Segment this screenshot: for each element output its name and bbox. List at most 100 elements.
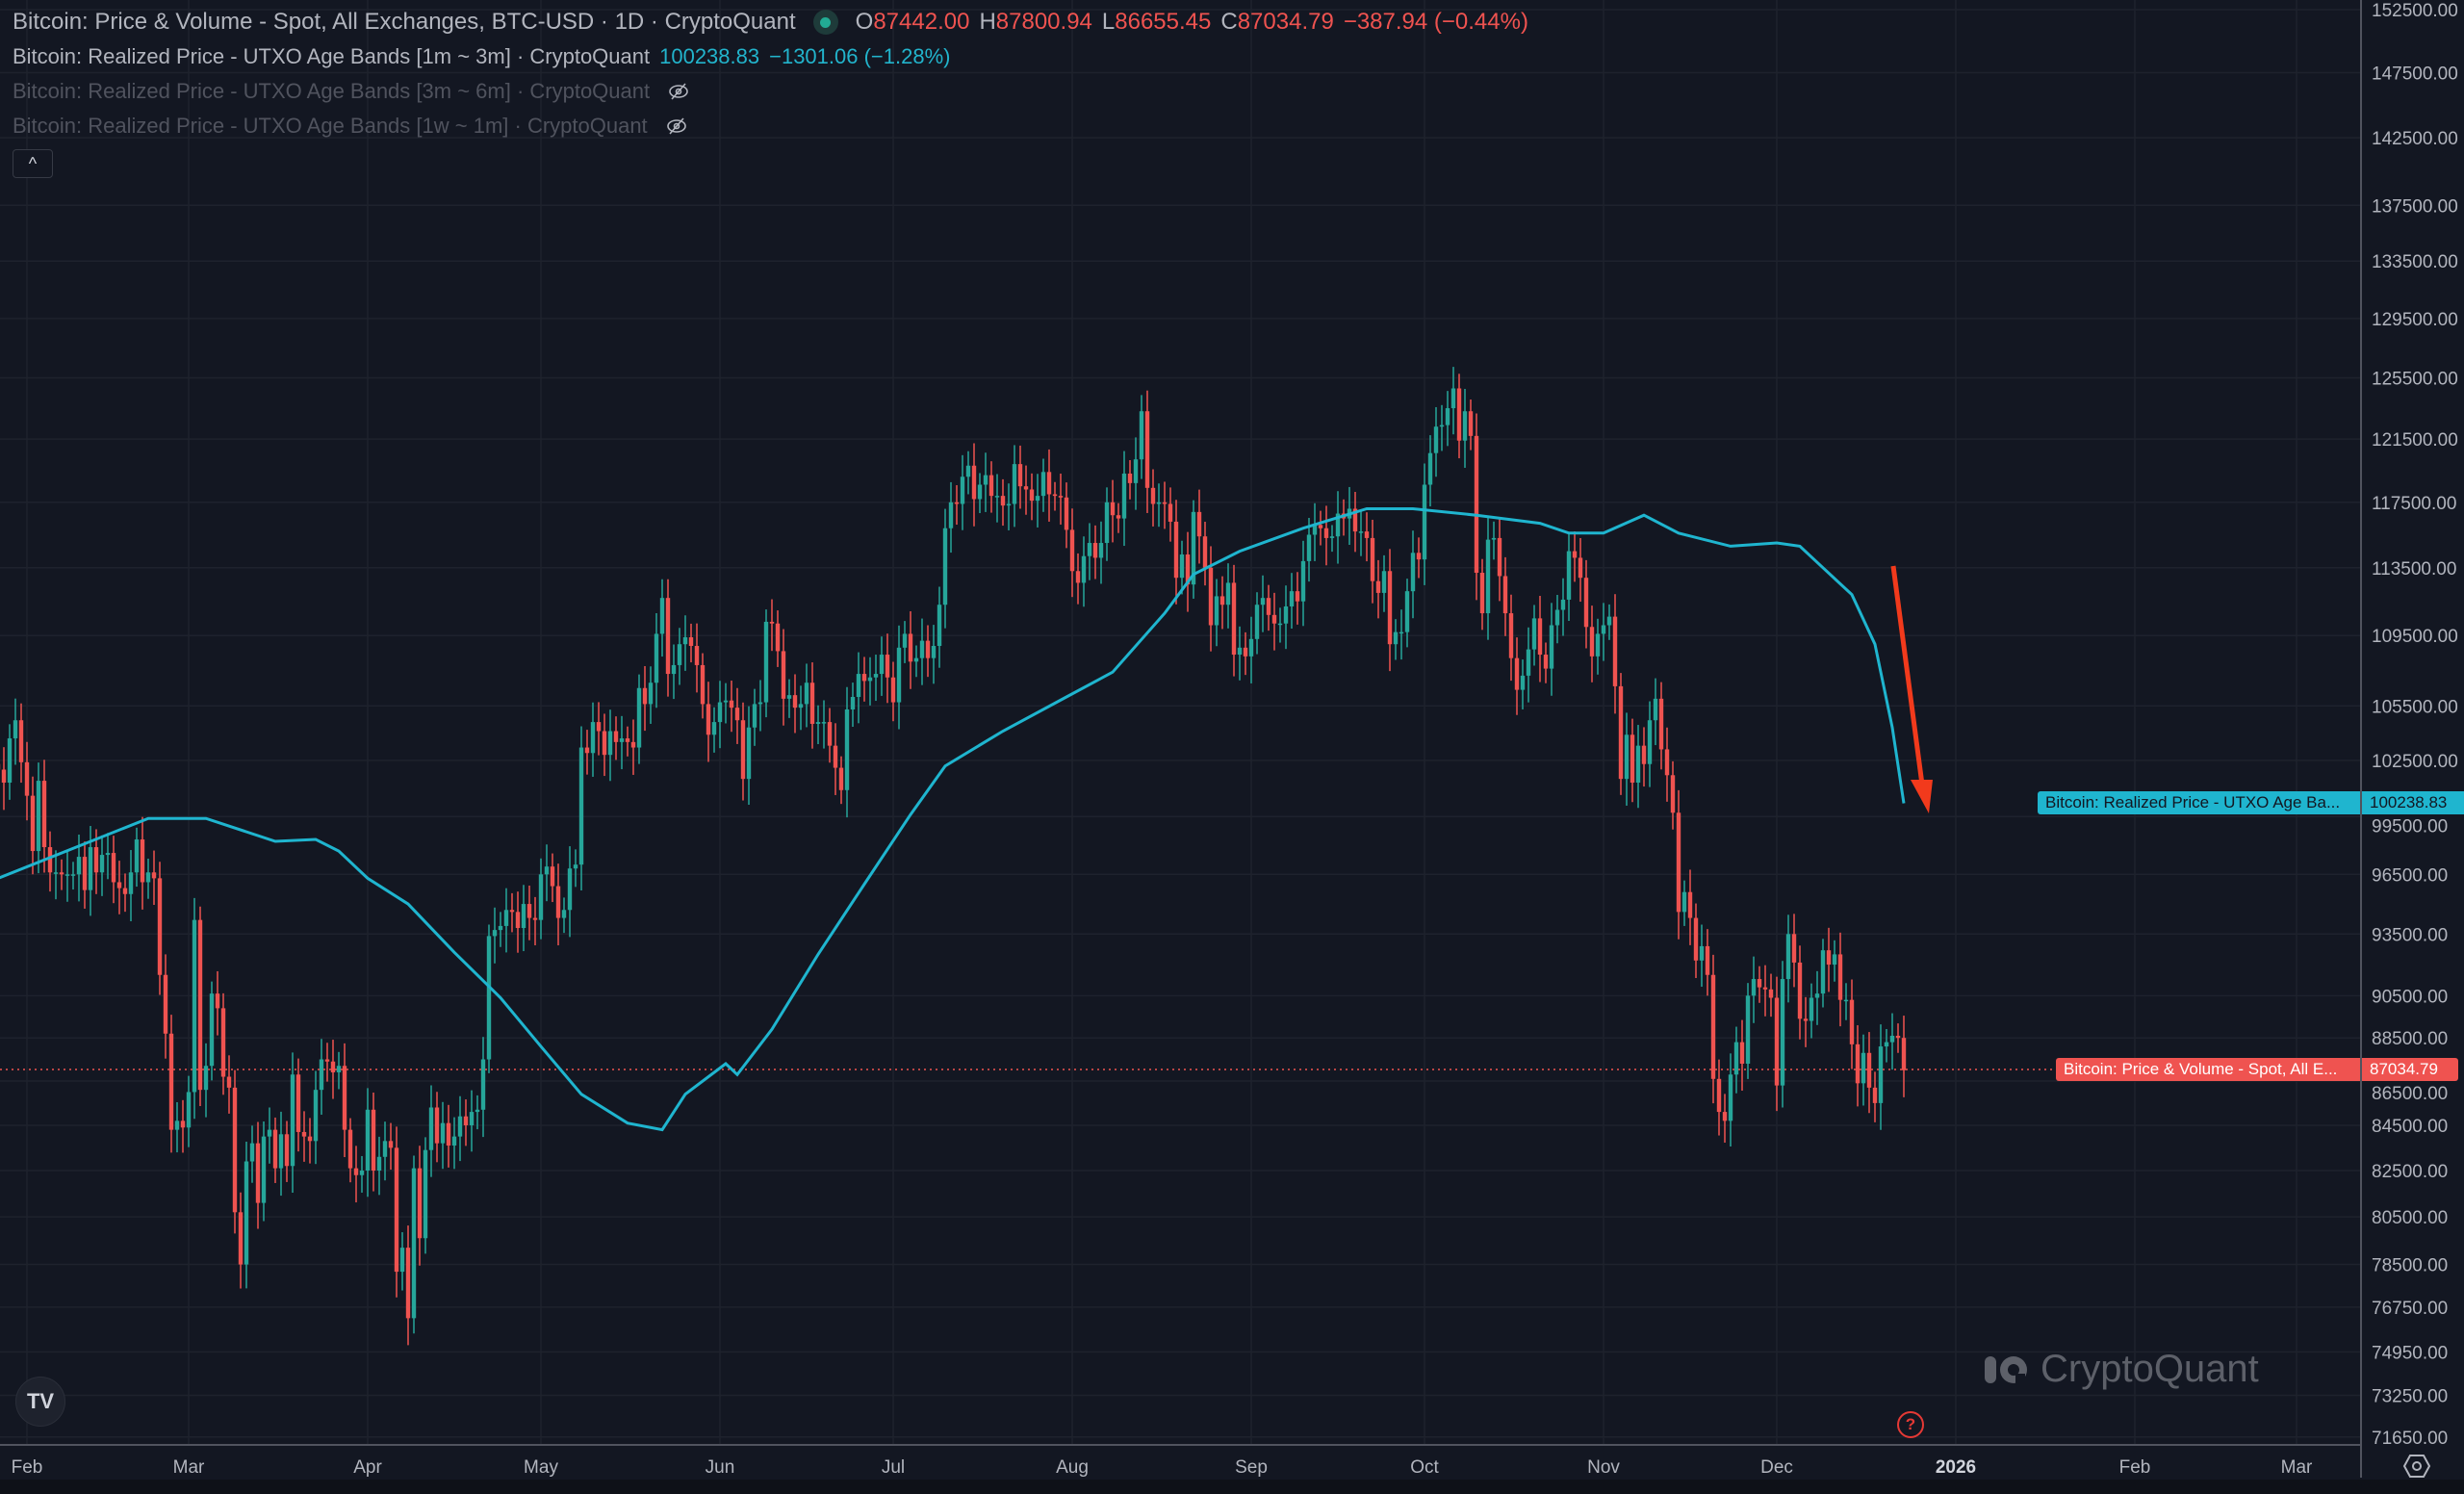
candle (659, 579, 665, 657)
candle-body (1162, 502, 1168, 504)
candle-body (1479, 572, 1485, 614)
candle (1069, 508, 1075, 598)
hidden-eye-icon[interactable] (667, 80, 690, 103)
candle-body (550, 866, 555, 887)
candle (682, 615, 688, 671)
candle-body (942, 528, 948, 605)
help-icon[interactable]: ? (1897, 1411, 1924, 1438)
candle-body (59, 872, 64, 875)
candle (1508, 594, 1514, 682)
candle (873, 655, 879, 702)
candle (937, 586, 942, 668)
candle (353, 1146, 359, 1203)
candle (267, 1107, 272, 1164)
candle (272, 1117, 278, 1183)
candle-body (18, 720, 24, 762)
candle-body (342, 1066, 347, 1130)
candle-body (1566, 551, 1572, 600)
collapse-legend-button[interactable]: ^ (13, 149, 53, 178)
candle-body (290, 1074, 295, 1167)
candle-body (134, 839, 140, 873)
candle (1502, 556, 1508, 636)
candle (1901, 1016, 1907, 1097)
realized-3m-6m-legend[interactable]: Bitcoin: Realized Price - UTXO Age Bands… (13, 79, 690, 104)
candle (1370, 519, 1375, 604)
candle (1485, 517, 1491, 640)
candle (1837, 932, 1843, 1027)
candle-body (203, 1066, 209, 1091)
candle-body (1762, 987, 1768, 990)
candle-body (1375, 580, 1381, 593)
candle (1878, 1024, 1884, 1130)
candle (1785, 914, 1791, 1003)
candle-body (988, 475, 994, 497)
candle-body (1710, 974, 1716, 1079)
candle-body (1901, 1038, 1907, 1070)
candle (642, 665, 648, 732)
candle (1439, 404, 1445, 451)
candle-body (99, 855, 105, 873)
candle-body (1814, 993, 1820, 998)
time-axis[interactable]: Feb Mar Apr May Jun Jul Aug Sep Oct Nov Dec 2026 Feb… (12, 1457, 2313, 1478)
candle (475, 1095, 480, 1130)
candle-body (157, 878, 163, 975)
realized-1m-3m-legend[interactable]: Bitcoin: Realized Price - UTXO Age Bands… (13, 44, 950, 69)
candle-body (1572, 551, 1578, 558)
candle-body (122, 888, 128, 894)
candle-body (1081, 555, 1087, 583)
time-tick-label: Aug (1056, 1457, 1089, 1478)
close-label: C (1220, 9, 1238, 35)
candle (1012, 445, 1017, 528)
main-series-legend[interactable]: Bitcoin: Price & Volume - Spot, All Exch… (13, 9, 1528, 36)
candle (394, 1126, 399, 1298)
candle-body (480, 1059, 486, 1110)
realized-1w-1m-legend[interactable]: Bitcoin: Realized Price - UTXO Age Bands… (13, 114, 688, 139)
candle-body (1520, 675, 1526, 690)
candle-body (977, 484, 983, 500)
candle (994, 474, 1000, 523)
candle (948, 481, 954, 554)
candle-body (1450, 388, 1456, 409)
candle-body (7, 738, 13, 784)
price-tick-label: 90500.00 (2372, 987, 2448, 1007)
price-axis[interactable]: 152500.00 147500.00 142500.00 137500.00 1335… (2372, 1, 2458, 1449)
candle-body (1, 769, 7, 784)
candle (440, 1101, 446, 1170)
tradingview-logo[interactable]: TV (15, 1377, 65, 1427)
candle (515, 891, 521, 953)
candle (18, 703, 24, 784)
candle (359, 1155, 365, 1193)
candle (1254, 592, 1260, 655)
candle-body (1485, 539, 1491, 614)
price-tick-label: 86500.00 (2372, 1084, 2448, 1104)
candle (1335, 491, 1341, 564)
candle (128, 850, 134, 922)
candle (463, 1099, 469, 1146)
candle-body (469, 1112, 475, 1125)
candle-body (486, 936, 492, 1060)
change-value: −387.94 (−0.44%) (1343, 9, 1528, 35)
settings-gear-icon[interactable] (2402, 1452, 2431, 1481)
candle (244, 1142, 249, 1289)
candle (1445, 391, 1450, 447)
candle-body (1780, 979, 1785, 1086)
candle-body (301, 1131, 307, 1137)
candle-body (555, 886, 561, 918)
candle (1427, 435, 1433, 507)
candle (371, 1092, 376, 1192)
candle (1583, 559, 1589, 649)
candle-body (1832, 954, 1837, 966)
candle (838, 756, 844, 805)
candle (1375, 559, 1381, 619)
hidden-eye-icon[interactable] (665, 115, 688, 138)
candle-body (902, 633, 908, 648)
candle (711, 707, 717, 753)
candle-body (538, 874, 544, 920)
candle-body (1855, 1043, 1861, 1084)
candle (168, 1015, 174, 1153)
candle-body (1064, 497, 1069, 530)
price-tick-label: 96500.00 (2372, 865, 2448, 886)
time-tick-label: Dec (1760, 1457, 1793, 1478)
candle (1306, 517, 1312, 582)
